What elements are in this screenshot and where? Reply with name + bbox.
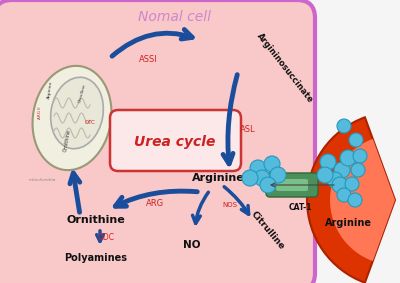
Circle shape (348, 193, 362, 207)
Text: OTC: OTC (84, 121, 96, 125)
Text: ASL: ASL (240, 125, 256, 134)
Ellipse shape (51, 77, 103, 149)
Text: NOS: NOS (222, 202, 238, 208)
Wedge shape (307, 117, 395, 283)
Text: Arginine: Arginine (324, 218, 372, 228)
FancyBboxPatch shape (110, 110, 241, 171)
Circle shape (349, 133, 363, 147)
Text: NO: NO (183, 240, 201, 250)
Circle shape (242, 170, 258, 186)
Text: CAT-1: CAT-1 (288, 203, 312, 212)
FancyBboxPatch shape (266, 173, 318, 197)
Circle shape (254, 170, 270, 186)
Text: mitochondria: mitochondria (28, 178, 56, 182)
Circle shape (337, 188, 351, 202)
Text: Urea cycle: Urea cycle (134, 135, 216, 149)
Circle shape (334, 162, 350, 178)
Text: ARG: ARG (146, 200, 164, 209)
Text: Argininosuccinate: Argininosuccinate (255, 31, 315, 105)
FancyBboxPatch shape (0, 0, 315, 283)
Circle shape (270, 167, 286, 183)
Circle shape (345, 177, 359, 191)
Circle shape (327, 172, 343, 188)
Text: Arginine: Arginine (192, 173, 244, 183)
FancyBboxPatch shape (276, 179, 308, 191)
Text: Polyamines: Polyamines (64, 253, 128, 263)
Text: Ornithine: Ornithine (62, 128, 72, 152)
Circle shape (340, 150, 356, 166)
Text: ARG II: ARG II (38, 107, 42, 119)
Text: Citrulline: Citrulline (78, 83, 86, 103)
Circle shape (264, 156, 280, 172)
Text: Citrulline: Citrulline (250, 209, 286, 251)
Circle shape (260, 177, 276, 193)
Circle shape (337, 119, 351, 133)
Circle shape (320, 154, 336, 170)
Circle shape (250, 160, 266, 176)
Circle shape (332, 177, 348, 193)
Ellipse shape (32, 66, 112, 170)
Wedge shape (330, 139, 395, 261)
Text: Ornithine: Ornithine (67, 215, 125, 225)
Circle shape (317, 167, 333, 183)
Circle shape (353, 149, 367, 163)
Text: Arginine: Arginine (47, 81, 53, 99)
Text: ASSI: ASSI (139, 55, 157, 65)
Circle shape (351, 163, 365, 177)
Text: Nomal cell: Nomal cell (138, 10, 212, 24)
Text: ODC: ODC (98, 233, 114, 243)
